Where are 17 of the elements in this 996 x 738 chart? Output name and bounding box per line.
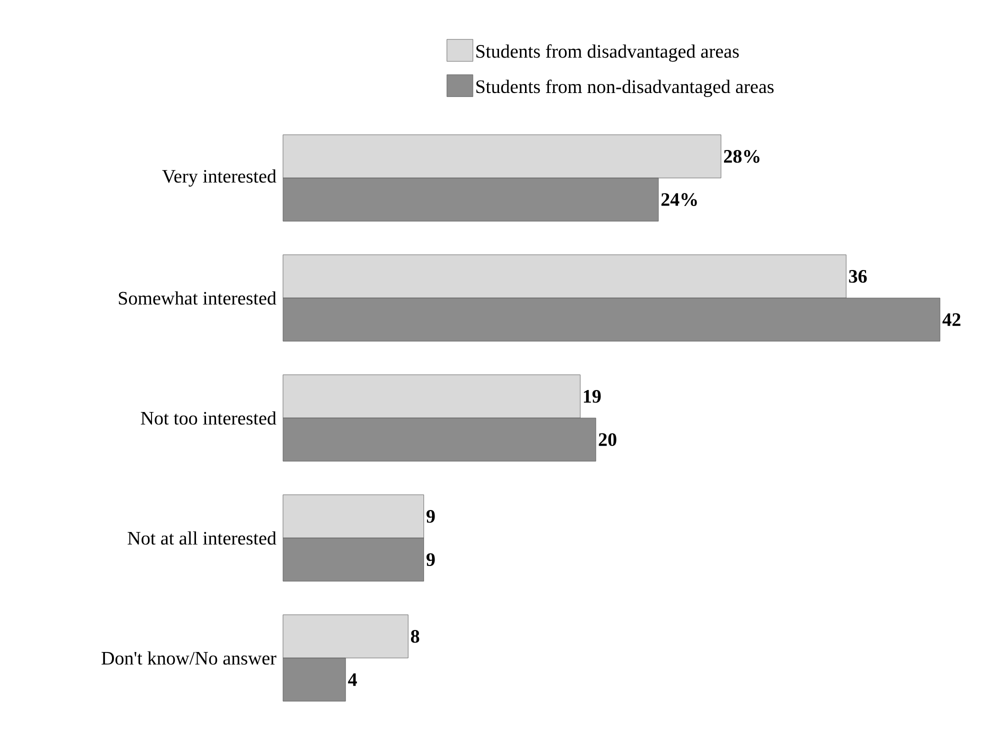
data-label: 4 — [348, 673, 357, 686]
data-label: 36 — [849, 270, 867, 283]
data-label: 28% — [724, 150, 760, 163]
data-label: 42 — [942, 313, 960, 326]
y-tick-label: Don't know/No answer — [102, 651, 276, 665]
legend-label: Students from non-disadvantaged areas — [476, 80, 774, 98]
y-tick-label: Very interested — [162, 169, 276, 187]
data-label: 20 — [598, 433, 616, 446]
data-label: 8 — [410, 630, 420, 643]
legend-label: Students from disadvantaged areas — [476, 44, 739, 62]
data-label: 24% — [661, 193, 697, 206]
data-label: 19 — [584, 390, 601, 403]
data-label: 9 — [426, 510, 435, 523]
y-tick-label: Somewhat interested — [118, 291, 276, 305]
y-tick-label: Not too interested — [140, 411, 276, 425]
y-tick-label: Not at all interested — [128, 531, 276, 545]
data-label: 9 — [426, 553, 435, 566]
